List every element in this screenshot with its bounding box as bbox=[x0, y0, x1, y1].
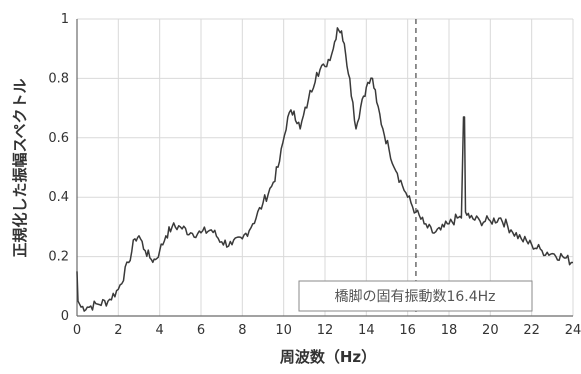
x-tick-label: 22 bbox=[523, 323, 540, 338]
x-tick-labels: 0 2 4 6 8 10 12 14 16 18 20 22 24 bbox=[73, 323, 581, 338]
annotation-box: 橋脚の固有振動数16.4Hz bbox=[298, 280, 533, 312]
x-tick-label: 8 bbox=[238, 323, 246, 338]
x-tick-label: 4 bbox=[156, 323, 164, 338]
y-tick-label: 0.6 bbox=[48, 131, 69, 146]
x-tick-label: 20 bbox=[482, 323, 499, 338]
annotation-text: 橋脚の固有振動数16.4Hz bbox=[334, 289, 495, 305]
x-tick-label: 14 bbox=[358, 323, 375, 338]
y-tick-label: 1 bbox=[61, 12, 69, 27]
x-tick-label: 6 bbox=[197, 323, 205, 338]
x-tick-label: 12 bbox=[317, 323, 334, 338]
y-tick-label: 0 bbox=[61, 309, 69, 324]
y-tick-labels: 0 0.2 0.4 0.6 0.8 1 bbox=[48, 12, 69, 324]
grid bbox=[76, 18, 574, 317]
x-tick-label: 16 bbox=[399, 323, 416, 338]
y-tick-label: 0.2 bbox=[48, 250, 69, 265]
x-tick-label: 24 bbox=[565, 323, 581, 338]
x-axis-title: 周波数（Hz） bbox=[280, 348, 376, 366]
x-tick-label: 0 bbox=[73, 323, 81, 338]
plot-frame bbox=[76, 19, 573, 317]
y-tick-label: 0.4 bbox=[48, 190, 69, 205]
x-tick-label: 10 bbox=[275, 323, 292, 338]
y-axis-title: 正規化した振幅スペクトル bbox=[11, 79, 29, 258]
spectrum-series-line bbox=[76, 27, 573, 312]
y-tick-label: 0.8 bbox=[48, 71, 69, 86]
x-tick-label: 18 bbox=[441, 323, 458, 338]
x-tick-label: 2 bbox=[114, 323, 122, 338]
